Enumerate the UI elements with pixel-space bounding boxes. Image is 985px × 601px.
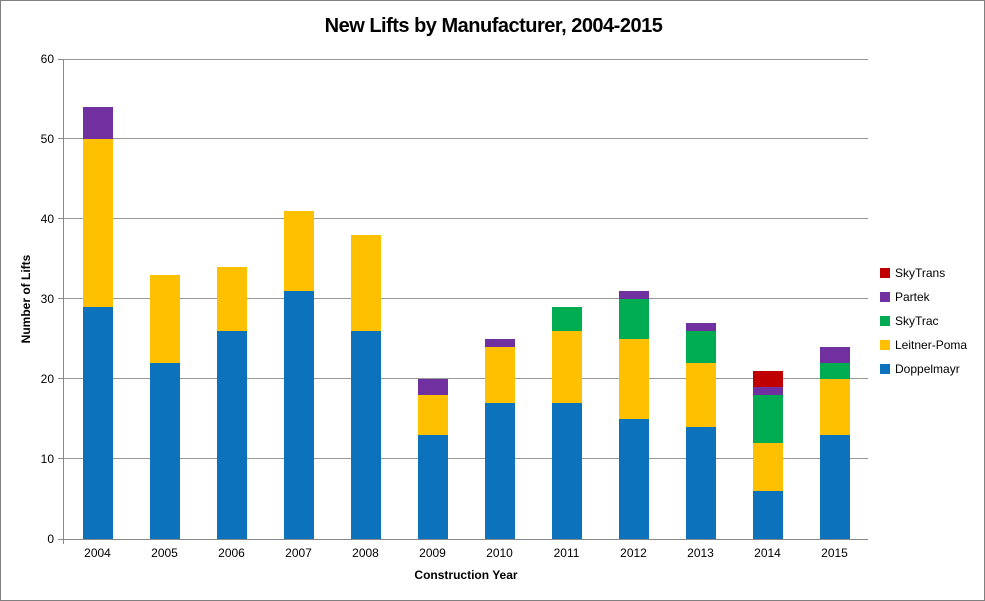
y-tick-label-10: 10: [40, 452, 54, 466]
bar-segment-2007-leitner-poma: [284, 211, 314, 291]
y-tick-label-30: 30: [40, 292, 54, 306]
bar-segment-2009-leitner-poma: [418, 395, 448, 435]
x-tick-label-2010: 2010: [486, 546, 513, 560]
y-tick-label-50: 50: [40, 132, 54, 146]
legend-label: SkyTrac: [895, 314, 939, 328]
bar-segment-2010-leitner-poma: [485, 347, 515, 403]
x-tick-label-2008: 2008: [352, 546, 379, 560]
bar-segment-2013-skytrac: [686, 331, 716, 363]
chart-title: New Lifts by Manufacturer, 2004-2015: [324, 15, 663, 37]
y-tick-label-60: 60: [40, 52, 54, 66]
bar-segment-2012-skytrac: [619, 299, 649, 339]
x-tick-label-2013: 2013: [687, 546, 714, 560]
bar-segment-2004-leitner-poma: [83, 139, 113, 307]
gridline-20: [64, 378, 868, 379]
x-tick-label-2004: 2004: [84, 546, 111, 560]
bar-segment-2011-leitner-poma: [552, 331, 582, 403]
legend-swatch-icon: [880, 292, 890, 302]
gridline-50: [64, 138, 868, 139]
x-tick-label-2009: 2009: [419, 546, 446, 560]
x-tick-label-2014: 2014: [754, 546, 781, 560]
x-tick-label-2011: 2011: [553, 546, 580, 560]
y-tick-label-0: 0: [47, 532, 54, 546]
legend-item-leitner-poma: Leitner-Poma: [880, 333, 967, 357]
bar-segment-2006-leitner-poma: [217, 267, 247, 331]
legend: SkyTrans Partek SkyTrac Leitner-Poma Doppelm…: [880, 261, 967, 381]
gridline-30: [64, 298, 868, 299]
bar-segment-2012-partek: [619, 291, 649, 299]
bar-segment-2004-partek: [83, 107, 113, 139]
bar-segment-2009-doppelmayr: [418, 435, 448, 539]
bar-segment-2009-partek: [418, 379, 448, 395]
bar-segment-2015-partek: [820, 347, 850, 363]
legend-swatch-icon: [880, 316, 890, 326]
bar-segment-2008-leitner-poma: [351, 235, 381, 331]
bar-segment-2004-doppelmayr: [83, 307, 113, 539]
x-tick-label-2012: 2012: [620, 546, 647, 560]
y-axis-tick: [58, 378, 64, 379]
x-tick-label-2007: 2007: [285, 546, 312, 560]
legend-swatch-icon: [880, 364, 890, 374]
bar-segment-2005-doppelmayr: [150, 363, 180, 539]
legend-item-doppelmayr: Doppelmayr: [880, 357, 967, 381]
x-tick-label-2015: 2015: [821, 546, 848, 560]
y-axis-tick: [58, 539, 64, 540]
legend-item-skytrans: SkyTrans: [880, 261, 967, 285]
bar-segment-2014-skytrans: [753, 371, 783, 387]
bar-segment-2013-doppelmayr: [686, 427, 716, 539]
legend-label: Leitner-Poma: [895, 338, 968, 352]
legend-swatch-icon: [880, 340, 890, 350]
bar-segment-2015-doppelmayr: [820, 435, 850, 539]
gridline-40: [64, 218, 868, 219]
bar-segment-2015-leitner-poma: [820, 379, 850, 435]
legend-item-skytrac: SkyTrac: [880, 309, 967, 333]
y-tick-label-40: 40: [40, 212, 54, 226]
bar-segment-2012-leitner-poma: [619, 339, 649, 419]
y-axis-tick: [58, 298, 64, 299]
x-tick-label-2006: 2006: [218, 546, 245, 560]
bar-segment-2014-skytrac: [753, 395, 783, 443]
bar-segment-2012-doppelmayr: [619, 419, 649, 539]
bar-segment-2008-doppelmayr: [351, 331, 381, 539]
bar-segment-2006-doppelmayr: [217, 331, 247, 539]
legend-item-partek: Partek: [880, 285, 967, 309]
bar-segment-2005-leitner-poma: [150, 275, 180, 363]
plot-area: Number of Lifts Construction Year 0 10 20 3…: [19, 52, 868, 582]
gridline-10: [64, 458, 868, 459]
bar-segment-2010-doppelmayr: [485, 403, 515, 539]
bar-segment-2011-doppelmayr: [552, 403, 582, 539]
y-axis-tick: [58, 218, 64, 219]
y-axis-tick: [58, 138, 64, 139]
bar-segment-2013-leitner-poma: [686, 363, 716, 427]
bar-segment-2010-partek: [485, 339, 515, 347]
bar-segment-2014-partek: [753, 387, 783, 395]
bar-segment-2007-doppelmayr: [284, 291, 314, 539]
y-axis-tick: [58, 59, 64, 60]
legend-label: Partek: [895, 290, 930, 304]
legend-label: SkyTrans: [895, 266, 946, 280]
bar-segment-2011-skytrac: [552, 307, 582, 331]
y-tick-label-20: 20: [40, 372, 54, 386]
legend-swatch-icon: [880, 268, 890, 278]
legend-label: Doppelmayr: [895, 362, 960, 376]
y-axis-stub: [63, 540, 64, 544]
bar-segment-2013-partek: [686, 323, 716, 331]
bar-segment-2015-skytrac: [820, 363, 850, 379]
x-tick-label-2005: 2005: [151, 546, 178, 560]
x-axis-title: Construction Year: [414, 568, 518, 582]
bar-segment-2014-doppelmayr: [753, 491, 783, 539]
gridline-60: [64, 59, 868, 60]
bar-segment-2014-leitner-poma: [753, 443, 783, 491]
y-axis-tick: [58, 458, 64, 459]
